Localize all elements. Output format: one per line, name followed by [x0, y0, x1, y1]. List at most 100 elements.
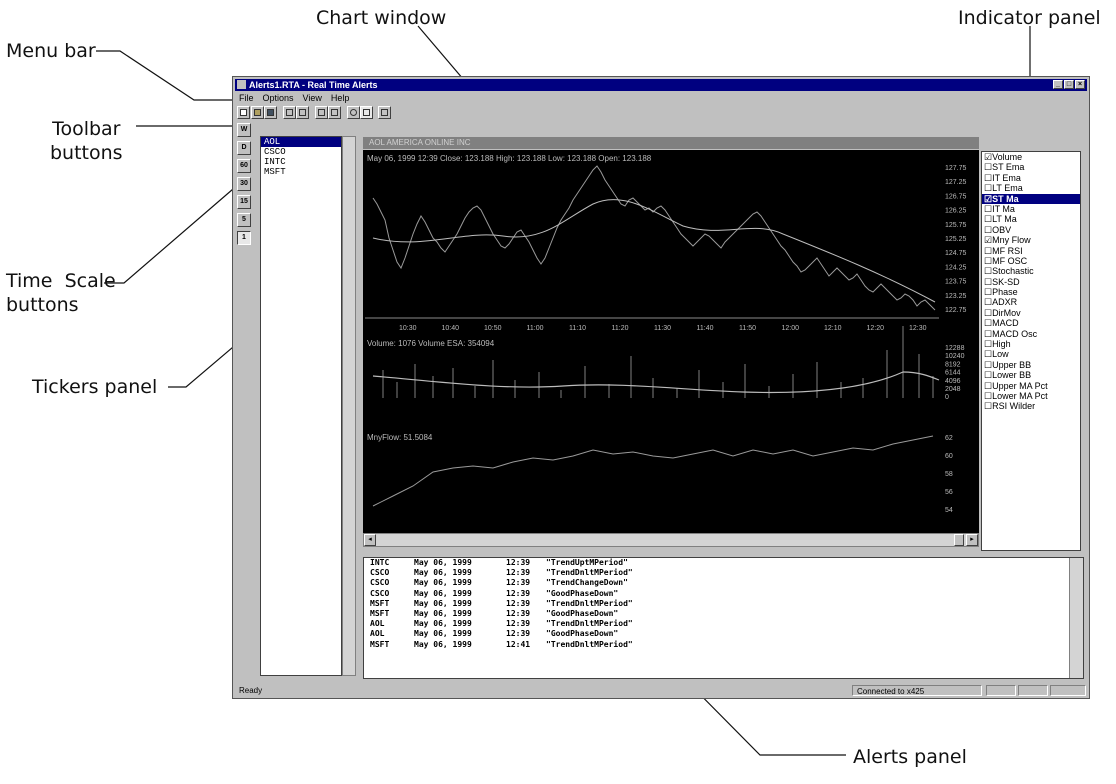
ticker-item-msft[interactable]: MSFT	[264, 167, 286, 177]
alert-row[interactable]: MSFT May 06, 1999 12:41 "TrendDnltMPeriod"	[364, 640, 1083, 650]
checkbox-icon[interactable]: ☐	[984, 297, 993, 308]
indicator-item[interactable]: ☐MF OSC	[982, 256, 1080, 266]
indicator-item[interactable]: ☐ST Ema	[982, 162, 1080, 172]
time-scale-30-button[interactable]: 30	[237, 177, 251, 191]
alert-row[interactable]: CSCO May 06, 1999 12:39 "TrendDnltMPeriod"	[364, 568, 1083, 578]
indicator-item[interactable]: ☐Phase	[982, 287, 1080, 297]
chart-horizontal-scrollbar[interactable]: ◂ ▸	[363, 533, 979, 547]
alert-row[interactable]: MSFT May 06, 1999 12:39 "TrendDnltMPeriod"	[364, 599, 1083, 609]
checkbox-icon[interactable]: ☐	[984, 349, 993, 360]
alerts-scrollbar[interactable]	[1069, 558, 1083, 678]
checkbox-checked-icon[interactable]: ☑	[984, 235, 993, 246]
time-scale-15-button[interactable]: 15	[237, 195, 251, 209]
checkbox-icon[interactable]: ☐	[984, 203, 993, 214]
alert-date: May 06, 1999	[414, 639, 472, 649]
time-scale-weekly-button[interactable]: W	[237, 123, 251, 137]
indicator-item[interactable]: ☐LT Ma	[982, 214, 1080, 224]
checkbox-icon[interactable]: ☐	[984, 183, 993, 194]
alert-row[interactable]: AOL May 06, 1999 12:39 "GoodPhaseDown"	[364, 629, 1083, 639]
indicator-item[interactable]: ☐IT Ema	[982, 173, 1080, 183]
indicator-item[interactable]: ☐ADXR	[982, 297, 1080, 307]
ticker-item-aol[interactable]: AOL	[261, 137, 341, 147]
checkbox-icon[interactable]: ☐	[984, 318, 993, 329]
checkbox-icon[interactable]: ☐	[984, 214, 993, 225]
checkbox-icon[interactable]: ☐	[984, 224, 993, 235]
checkbox-icon[interactable]: ☐	[984, 370, 993, 381]
checkbox-icon[interactable]: ☐	[984, 401, 993, 412]
indicator-item[interactable]: ☑ST Ma	[982, 193, 1080, 204]
indicator-item[interactable]: ☐Upper MA Pct	[982, 381, 1080, 391]
indicator-item[interactable]: ☐LT Ema	[982, 183, 1080, 193]
indicator-item[interactable]: ☐Lower MA Pct	[982, 391, 1080, 401]
time-scale-1-button[interactable]: 1	[237, 231, 251, 245]
indicator-item[interactable]: ☑Volume	[982, 152, 1080, 162]
menu-file[interactable]: File	[239, 93, 254, 103]
indicator-item[interactable]: ☐Stochastic	[982, 266, 1080, 276]
alert-row[interactable]: MSFT May 06, 1999 12:39 "GoodPhaseDown"	[364, 609, 1083, 619]
print-preview-icon[interactable]	[283, 106, 296, 119]
checkbox-icon[interactable]: ☐	[984, 172, 993, 183]
alert-row[interactable]: CSCO May 06, 1999 12:39 "TrendChangeDown"	[364, 578, 1083, 588]
maximize-button[interactable]: □	[1064, 80, 1074, 89]
indicator-label: LT Ema	[992, 183, 1023, 194]
indicator-item[interactable]: ☐Low	[982, 349, 1080, 359]
print-icon[interactable]	[296, 106, 309, 119]
indicator-item[interactable]: ☐SK-SD	[982, 277, 1080, 287]
indicator-item[interactable]: ☐Lower BB	[982, 370, 1080, 380]
paste-icon[interactable]	[328, 106, 341, 119]
close-button[interactable]: ×	[1075, 80, 1085, 89]
indicator-item[interactable]: ☐DirMov	[982, 308, 1080, 318]
time-tick-label: 11:10	[569, 325, 586, 332]
indicator-item[interactable]: ☐MF RSI	[982, 246, 1080, 256]
scroll-right-arrow-icon[interactable]: ▸	[966, 534, 978, 546]
indicator-item[interactable]: ☐MACD	[982, 318, 1080, 328]
save-icon[interactable]	[264, 106, 277, 119]
checkbox-icon[interactable]: ☐	[984, 162, 993, 173]
indicator-item[interactable]: ☐Upper BB	[982, 360, 1080, 370]
menu-options[interactable]: Options	[262, 93, 294, 103]
indicator-label: IT Ema	[992, 172, 1021, 183]
checkbox-icon[interactable]: ☐	[984, 287, 993, 298]
new-file-icon[interactable]	[237, 106, 250, 119]
tickers-scrollbar[interactable]	[342, 136, 356, 676]
checkbox-icon[interactable]: ☐	[984, 390, 993, 401]
checkbox-icon[interactable]: ☐	[984, 339, 993, 350]
scroll-thumb[interactable]	[954, 534, 964, 546]
checkbox-icon[interactable]: ☐	[984, 245, 993, 256]
indicator-item[interactable]: ☑Mny Flow	[982, 235, 1080, 245]
scroll-left-arrow-icon[interactable]: ◂	[364, 534, 376, 546]
chart-window[interactable]: May 06, 1999 12:39 Close: 123.188 High: …	[363, 150, 979, 533]
alert-date: May 06, 1999	[414, 598, 472, 608]
indicator-item[interactable]: ☐High	[982, 339, 1080, 349]
checkbox-icon[interactable]: ☐	[984, 307, 993, 318]
copy-icon[interactable]	[315, 106, 328, 119]
refresh-icon[interactable]	[347, 106, 360, 119]
ticker-item-csco[interactable]: CSCO	[264, 147, 286, 157]
checkbox-checked-icon[interactable]: ☑	[984, 193, 993, 204]
checkbox-icon[interactable]: ☐	[984, 255, 993, 266]
chart-settings-icon[interactable]	[378, 106, 391, 119]
checkbox-icon[interactable]: ☐	[984, 380, 993, 391]
checkbox-icon[interactable]: ☐	[984, 328, 993, 339]
open-file-icon[interactable]	[251, 106, 264, 119]
menu-help[interactable]: Help	[330, 93, 350, 103]
minimize-button[interactable]: _	[1053, 80, 1063, 89]
ticker-item-intc[interactable]: INTC	[264, 157, 286, 167]
alert-row[interactable]: INTC May 06, 1999 12:39 "TrendUptMPeriod"	[364, 558, 1083, 568]
checkbox-icon[interactable]: ☐	[984, 359, 993, 370]
alert-row[interactable]: CSCO May 06, 1999 12:39 "GoodPhaseDown"	[364, 589, 1083, 599]
checkbox-icon[interactable]: ☐	[984, 266, 993, 277]
indicator-item[interactable]: ☐IT Ma	[982, 204, 1080, 214]
time-scale-5-button[interactable]: 5	[237, 213, 251, 227]
indicator-item[interactable]: ☐RSI Wilder	[982, 401, 1080, 411]
alert-row[interactable]: AOL May 06, 1999 12:39 "TrendDnltMPeriod"	[364, 619, 1083, 629]
indicator-label: Mny Flow	[992, 235, 1031, 246]
menu-view[interactable]: View	[302, 93, 322, 103]
time-scale-60-button[interactable]: 60	[237, 159, 251, 173]
checkbox-checked-icon[interactable]: ☑	[984, 152, 993, 162]
indicator-item[interactable]: ☐OBV	[982, 225, 1080, 235]
checkbox-icon[interactable]: ☐	[984, 276, 993, 287]
indicator-item[interactable]: ☐MACD Osc	[982, 329, 1080, 339]
alert-icon[interactable]	[360, 106, 373, 119]
time-scale-daily-button[interactable]: D	[237, 141, 251, 155]
